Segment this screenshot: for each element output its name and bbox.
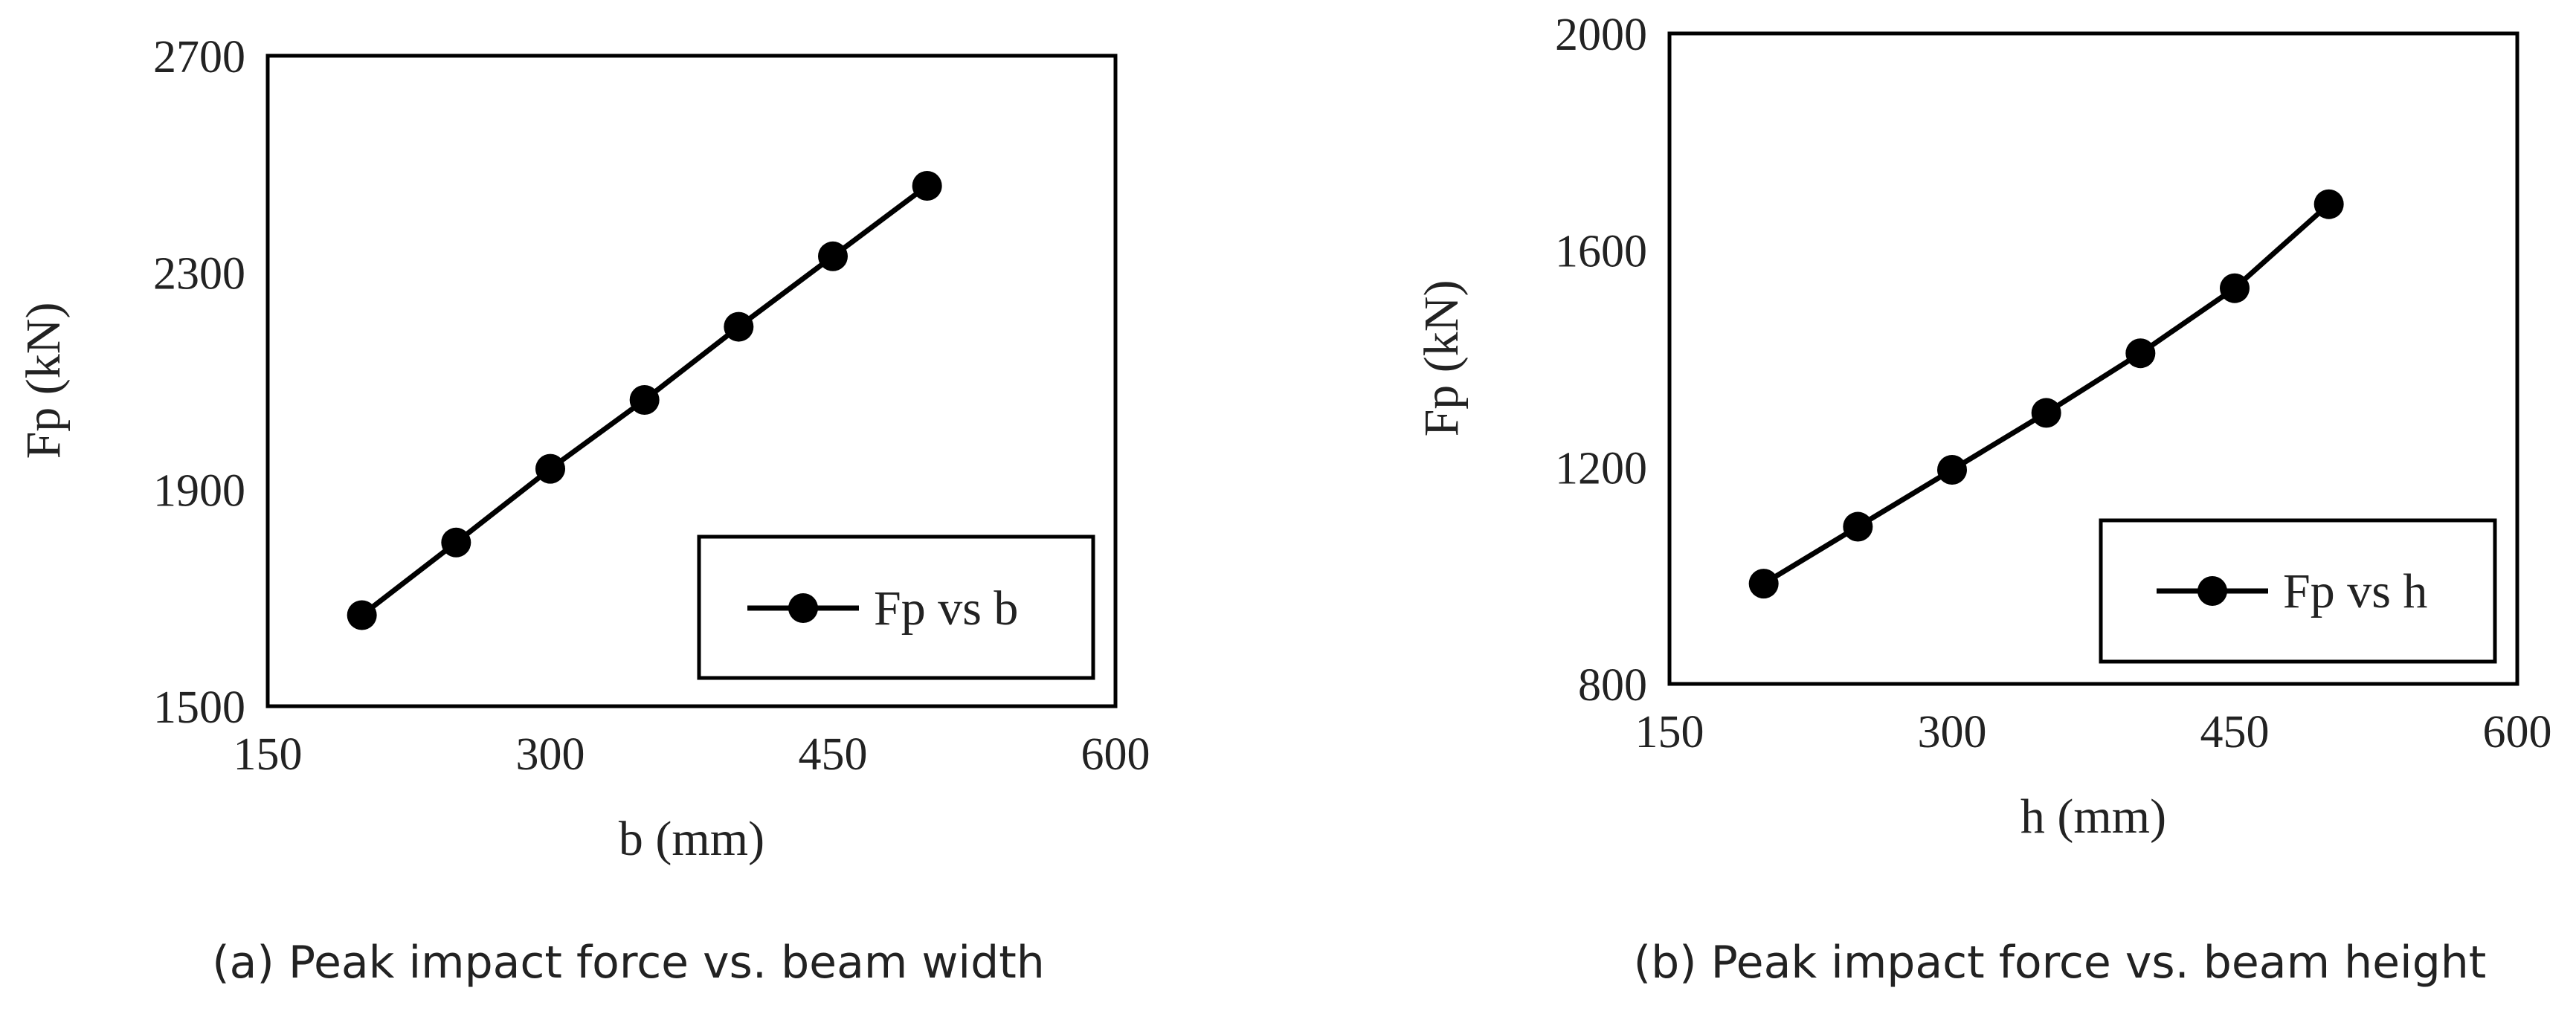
panel-a-y-tick-label: 1500	[153, 682, 245, 733]
panel-a-y-axis-label: Fp (kN)	[16, 303, 71, 459]
panel-b-x-axis-label: h (mm)	[2020, 789, 2166, 844]
panel-a-legend: Fp vs b	[697, 534, 1095, 680]
panel-b-caption: (b) Peak impact force vs. beam height	[1634, 937, 2487, 989]
panel-a-data-point	[818, 241, 848, 271]
panel-b-y-axis-label: Fp (kN)	[1414, 280, 1469, 437]
panel-a-plot-area	[265, 54, 1118, 708]
panel-b-y-tick-label: 1600	[1555, 227, 1647, 277]
panel-b-data-point	[2125, 338, 2156, 369]
panel-b-legend-marker	[2197, 576, 2227, 606]
panel-a-series	[347, 171, 942, 630]
panel-a-x-tick-label: 150	[234, 729, 303, 780]
panel-b-series	[1748, 189, 2344, 599]
panel-a-x-tick-label: 450	[799, 729, 868, 780]
panel-a-legend-marker	[788, 593, 818, 623]
panel-a-caption: (a) Peak impact force vs. beam width	[212, 937, 1045, 989]
panel-a-y-tick-label: 2700	[153, 32, 245, 83]
panel-a-y-ticks: 1500 1900 2300 2700	[153, 32, 245, 733]
panel-a-x-tick-label: 600	[1081, 729, 1150, 780]
panel-b-legend: Fp vs h	[2099, 518, 2497, 664]
panel-b-data-point	[2313, 189, 2344, 219]
panel-a-data-point	[535, 453, 565, 484]
panel-b-data-point	[1748, 569, 1779, 599]
panel-b-x-tick-label: 450	[2200, 707, 2270, 758]
panel-b-y-tick-label: 2000	[1555, 10, 1647, 60]
panel-b-data-point	[2220, 273, 2250, 303]
panel-b: 800 1200 1600 2000 150 300 450 600 h (mm) Fp (…	[1414, 10, 2552, 989]
panel-a-data-point	[629, 385, 660, 416]
panel-a-y-tick-label: 1900	[153, 465, 245, 516]
panel-b-x-tick-label: 600	[2483, 707, 2552, 758]
panel-b-y-tick-label: 800	[1578, 660, 1647, 711]
panel-a-data-point	[912, 171, 942, 201]
panel-a-x-ticks: 150 300 450 600	[234, 729, 1150, 780]
panel-b-y-ticks: 800 1200 1600 2000	[1555, 10, 1647, 711]
panel-a-data-point	[347, 600, 377, 630]
panel-a-data-point	[724, 311, 754, 342]
panel-a-x-axis-label: b (mm)	[619, 812, 764, 866]
panel-a: 1500 1900 2300 2700 150 300 450 600 b (mm) Fp …	[16, 32, 1150, 989]
panel-b-y-tick-label: 1200	[1555, 443, 1647, 494]
panel-a-data-point	[441, 527, 471, 558]
panel-b-data-point	[2031, 398, 2061, 428]
panel-b-x-tick-label: 300	[1918, 707, 1987, 758]
panel-b-plot-area	[1667, 31, 2519, 686]
panel-b-x-ticks: 150 300 450 600	[1635, 707, 2552, 758]
panel-a-legend-label: Fp vs b	[874, 581, 1018, 636]
panel-b-legend-label: Fp vs h	[2283, 564, 2427, 618]
panel-b-data-point	[1843, 511, 1873, 542]
panel-a-x-tick-label: 300	[516, 729, 585, 780]
panel-a-y-tick-label: 2300	[153, 249, 245, 300]
panel-b-x-tick-label: 150	[1635, 707, 1704, 758]
panel-b-data-point	[1937, 454, 1967, 485]
